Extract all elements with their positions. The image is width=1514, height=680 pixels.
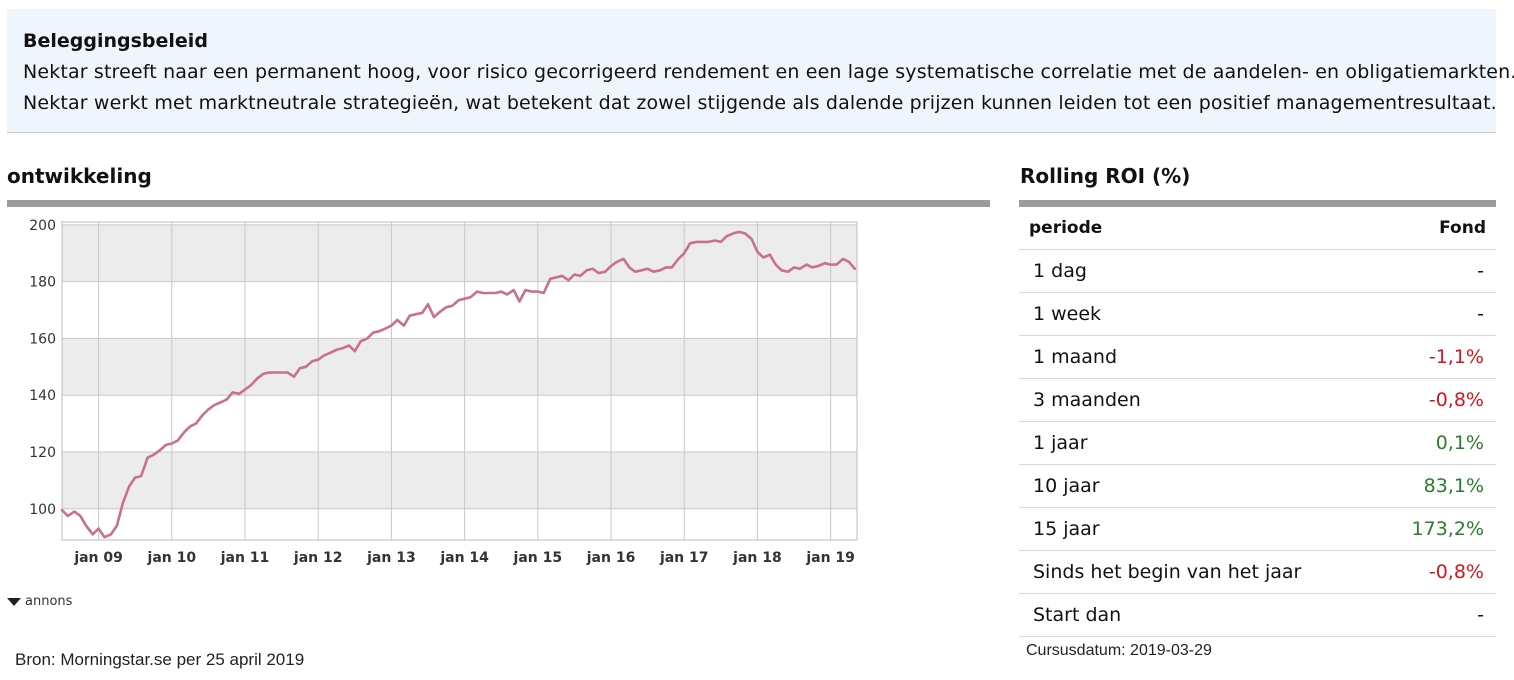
y-tick-label: 120 (29, 445, 56, 461)
source-note: Bron: Morningstar.se per 25 april 2019 (15, 650, 305, 669)
policy-text-line-2: Nektar werkt met marktneutrale strategie… (23, 92, 1497, 114)
roi-fund-value: 83,1% (1423, 475, 1484, 497)
chart-section-divider (7, 200, 990, 207)
roi-period-label: 1 jaar (1033, 432, 1088, 454)
plot-frame (61, 221, 858, 541)
roi-period-label: 1 dag (1033, 260, 1087, 282)
x-tick-label: jan 10 (147, 550, 197, 566)
x-tick-label: jan 16 (586, 550, 636, 566)
x-tick-label: jan 17 (659, 550, 709, 566)
roi-fund-value: - (1477, 604, 1484, 626)
x-tick-label: jan 12 (293, 550, 343, 566)
chart-section-title: ontwikkeling (7, 164, 152, 188)
table-row: 1 dag - (1019, 250, 1496, 293)
y-tick-label: 160 (29, 331, 56, 347)
chart-gridlines (62, 222, 857, 540)
roi-section-title: Rolling ROI (%) (1020, 164, 1191, 188)
annons-toggle[interactable]: annons (7, 594, 72, 609)
grid-band (62, 338, 857, 396)
x-tick-label: jan 11 (220, 550, 270, 566)
roi-period-label: 10 jaar (1033, 475, 1100, 497)
x-tick-label: jan 13 (366, 550, 416, 566)
x-tick-label: jan 19 (805, 550, 855, 566)
roi-fund-value: 0,1% (1435, 432, 1484, 454)
roi-table: periode Fond 1 dag - 1 week - 1 maand -1,1% 3 … (1019, 208, 1496, 637)
roi-fund-value: 173,2% (1411, 518, 1484, 540)
annons-label: annons (25, 594, 73, 609)
roi-table-body: 1 dag - 1 week - 1 maand -1,1% 3 maanden -0,8% 1… (1019, 250, 1496, 637)
roi-period-label: Sinds het begin van het jaar (1033, 561, 1302, 583)
series-line (60, 230, 857, 539)
y-tick-label: 100 (29, 502, 56, 518)
roi-period-label: Start dan (1033, 604, 1122, 626)
table-row: 3 maanden -0,8% (1019, 379, 1496, 422)
table-row: Start dan - (1019, 594, 1496, 637)
column-header-period: periode (1029, 218, 1103, 238)
x-tick-label: jan 14 (439, 550, 489, 566)
roi-period-label: 3 maanden (1033, 389, 1141, 411)
chart-bands (62, 222, 857, 540)
roi-table-header: periode Fond (1019, 208, 1496, 250)
grid-band (62, 224, 857, 282)
table-row: 10 jaar 83,1% (1019, 465, 1496, 508)
roi-fund-value: -0,8% (1428, 389, 1484, 411)
column-header-fund: Fond (1439, 218, 1486, 238)
roi-fund-value: -0,8% (1428, 561, 1484, 583)
grid-band (62, 451, 857, 509)
table-row: 15 jaar 173,2% (1019, 508, 1496, 551)
policy-text-line-1: Nektar streeft naar een permanent hoog, … (23, 61, 1514, 83)
cursus-date: Cursusdatum: 2019-03-29 (1026, 642, 1212, 659)
table-row: 1 week - (1019, 293, 1496, 336)
table-row: 1 jaar 0,1% (1019, 422, 1496, 465)
x-tick-label: jan 15 (513, 550, 563, 566)
roi-period-label: 15 jaar (1033, 518, 1100, 540)
roi-fund-value: - (1477, 303, 1484, 325)
roi-fund-value: -1,1% (1428, 346, 1484, 368)
y-tick-label: 180 (29, 275, 56, 291)
chart-series (60, 230, 857, 539)
triangle-down-icon (7, 597, 21, 606)
y-axis-tick-labels: 100 120 140 160 180 200 (29, 218, 56, 518)
x-tick-label: jan 18 (732, 550, 782, 566)
x-tick-label: jan 09 (73, 550, 123, 566)
y-tick-label: 140 (29, 388, 56, 404)
chart-frame (61, 221, 858, 541)
x-axis-tick-labels: jan 09 jan 10 jan 11 jan 12 jan 13 jan 14 jan … (73, 550, 855, 566)
roi-section-divider (1019, 200, 1496, 207)
y-tick-label: 200 (29, 218, 56, 234)
policy-title: Beleggingsbeleid (23, 30, 208, 52)
investment-policy-panel: Beleggingsbeleid Nektar streeft naar een… (7, 9, 1514, 133)
roi-fund-value: - (1477, 260, 1484, 282)
roi-period-label: 1 week (1033, 303, 1102, 325)
table-row: 1 maand -1,1% (1019, 336, 1496, 379)
roi-period-label: 1 maand (1033, 346, 1118, 368)
table-row: Sinds het begin van het jaar -0,8% (1019, 551, 1496, 594)
